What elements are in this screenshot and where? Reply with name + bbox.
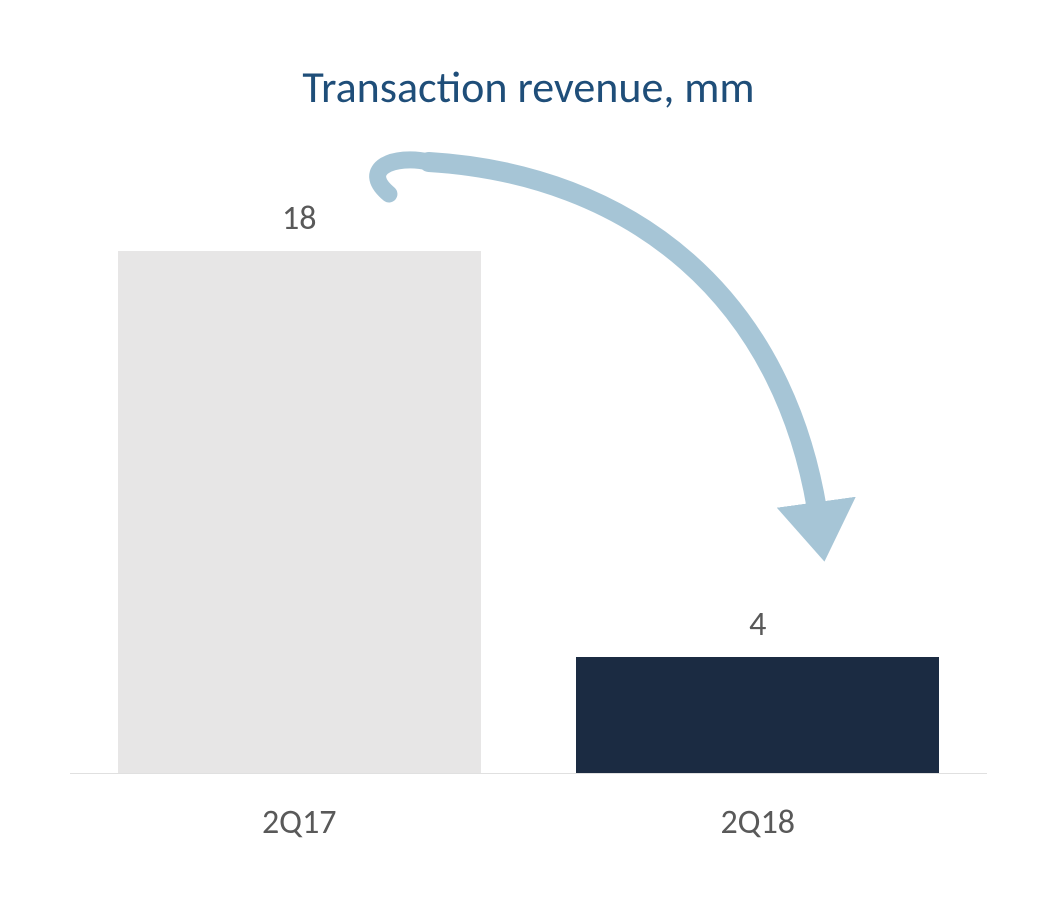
plot-area: 18 4 — [70, 134, 987, 774]
chart-title: Transaction revenue, mm — [70, 60, 987, 114]
x-axis-label: 2Q17 — [93, 802, 506, 843]
bar-value-label: 18 — [282, 198, 316, 239]
bar-group-0: 18 — [93, 198, 506, 773]
bars-row: 18 4 — [70, 134, 987, 774]
bar — [118, 251, 481, 773]
bar-value-label: 4 — [749, 604, 766, 645]
bar — [576, 657, 939, 773]
bar-group-1: 4 — [551, 604, 964, 773]
bar-chart-container: Transaction revenue, mm 18 4 — [0, 0, 1057, 903]
x-axis-label: 2Q18 — [551, 802, 964, 843]
x-axis-labels: 2Q17 2Q18 — [70, 802, 987, 843]
